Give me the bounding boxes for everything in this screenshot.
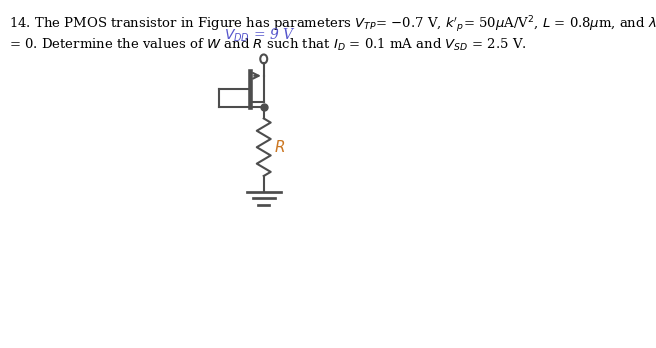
Text: $V_{DD}$ = 9 V: $V_{DD}$ = 9 V <box>224 27 295 44</box>
Text: 14. The PMOS transistor in Figure has parameters $V_{TP}$= $-$0.7 V, $k'_p$= 50$: 14. The PMOS transistor in Figure has pa… <box>9 14 656 35</box>
Text: $R$: $R$ <box>274 139 285 155</box>
Text: = 0. Determine the values of $W$ and $R$ such that $I_D$ = 0.1 mA and $V_{SD}$ =: = 0. Determine the values of $W$ and $R$… <box>9 37 527 53</box>
